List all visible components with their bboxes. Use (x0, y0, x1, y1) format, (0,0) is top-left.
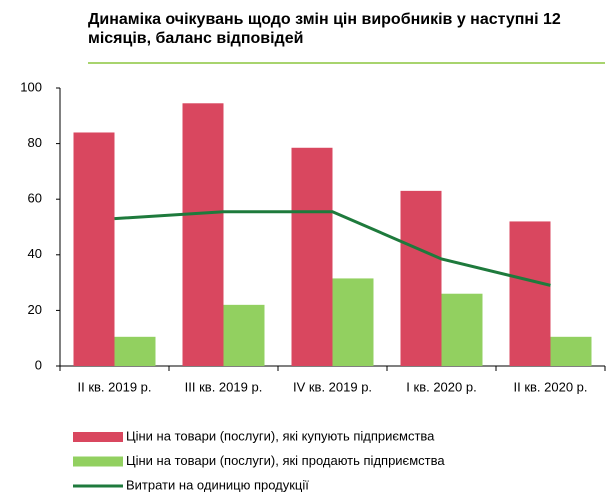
bar (73, 132, 115, 366)
x-tick-label: II кв. 2020 р. (513, 379, 587, 394)
line (114, 210, 551, 287)
y-tick-label: 40 (28, 246, 42, 261)
bar (114, 336, 156, 366)
bar (550, 336, 592, 366)
bar (223, 304, 265, 366)
bar (291, 147, 333, 366)
y-tick-label: 100 (20, 79, 42, 94)
y-tick-label: 60 (28, 191, 42, 206)
bar (400, 190, 442, 366)
x-tick-label: IV кв. 2019 р. (293, 379, 372, 394)
bar (509, 221, 551, 366)
legend-label: Ціни на товари (послуги), які купують пі… (126, 428, 435, 443)
y-tick-label: 20 (28, 302, 42, 317)
legend-swatch (73, 432, 123, 442)
legend-label: Ціни на товари (послуги), які продають п… (126, 453, 445, 468)
chart-title: Динаміка очікувань щодо змін цін виробни… (88, 11, 561, 47)
bar (182, 103, 224, 366)
bar (332, 278, 374, 366)
y-tick-label: 80 (28, 135, 42, 150)
legend-label: Витрати на одиницю продукції (126, 477, 309, 492)
x-tick-label: I кв. 2020 р. (406, 379, 476, 394)
bar (441, 293, 483, 366)
legend-swatch (73, 456, 123, 467)
x-tick-label: III кв. 2019 р. (185, 379, 263, 394)
x-tick-label: II кв. 2019 р. (77, 379, 151, 394)
y-tick-label: 0 (35, 357, 42, 372)
